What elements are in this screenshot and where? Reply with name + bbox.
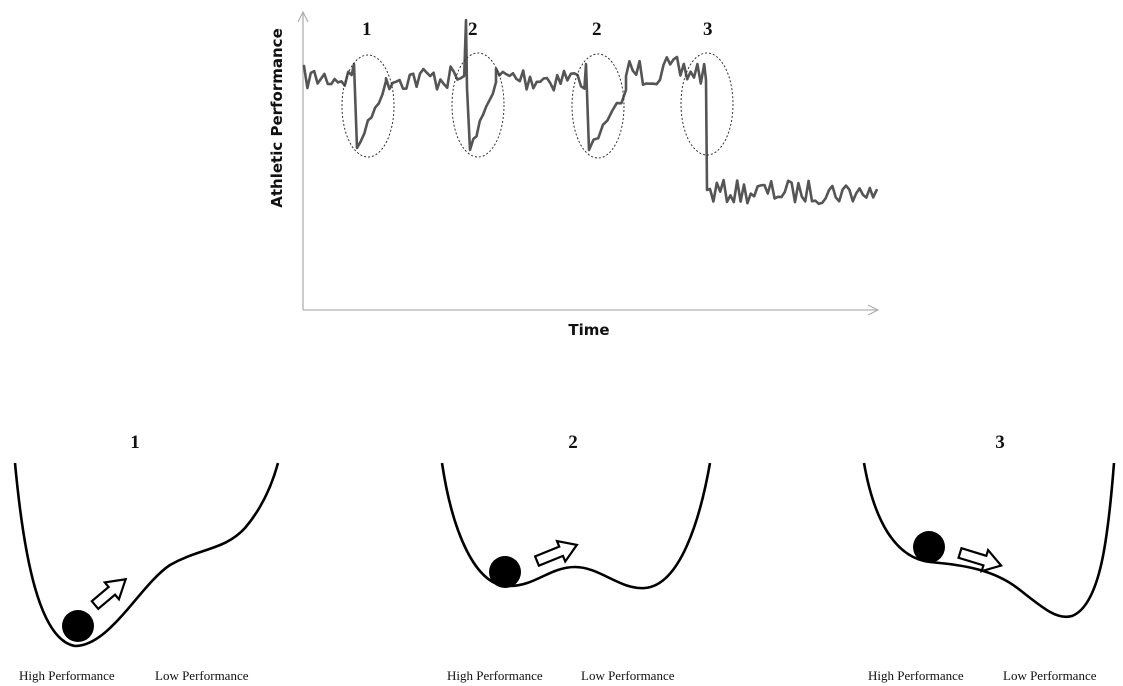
event-label-1: 1 [362,19,372,40]
event-label-2b: 2 [592,19,602,40]
event-ellipse-3 [680,52,734,156]
arrow-3 [957,546,1004,573]
event-label-3: 3 [703,19,713,40]
low-performance-label-1: Low Performance [155,668,249,683]
landscape-curve-3 [862,462,1116,619]
arrow-2 [533,539,579,568]
landscape-number-1: 1 [130,432,140,453]
landscape-2: 2 High Performance Low Performance [440,432,712,683]
event-label-2a: 2 [468,19,478,40]
high-performance-label-1: High Performance [19,668,115,683]
landscape-curve-1 [13,462,280,648]
low-performance-label-2: Low Performance [581,668,675,683]
event-ellipse-2a [451,52,505,158]
landscape-number-3: 3 [995,432,1005,453]
event-ellipse-1 [341,54,395,158]
landscape-3: 3 High Performance Low Performance [862,432,1116,683]
landscape-1: 1 High Performance Low Performance [13,432,280,683]
y-axis-label: Athletic Performance [268,28,286,208]
performance-chart: 1 2 2 3 Athletic Performance Time [268,12,878,339]
ball-1 [62,610,94,642]
landscape-curve-2 [440,462,712,590]
ball-3 [913,531,945,563]
arrow-1 [90,577,128,611]
high-performance-label-3: High Performance [868,668,964,683]
landscape-number-2: 2 [568,432,578,453]
ball-2 [489,556,521,588]
high-performance-label-2: High Performance [447,668,543,683]
x-axis-label: Time [568,321,609,339]
low-performance-label-3: Low Performance [1003,668,1097,683]
event-ellipse-2b [571,53,625,159]
performance-line [302,18,878,206]
